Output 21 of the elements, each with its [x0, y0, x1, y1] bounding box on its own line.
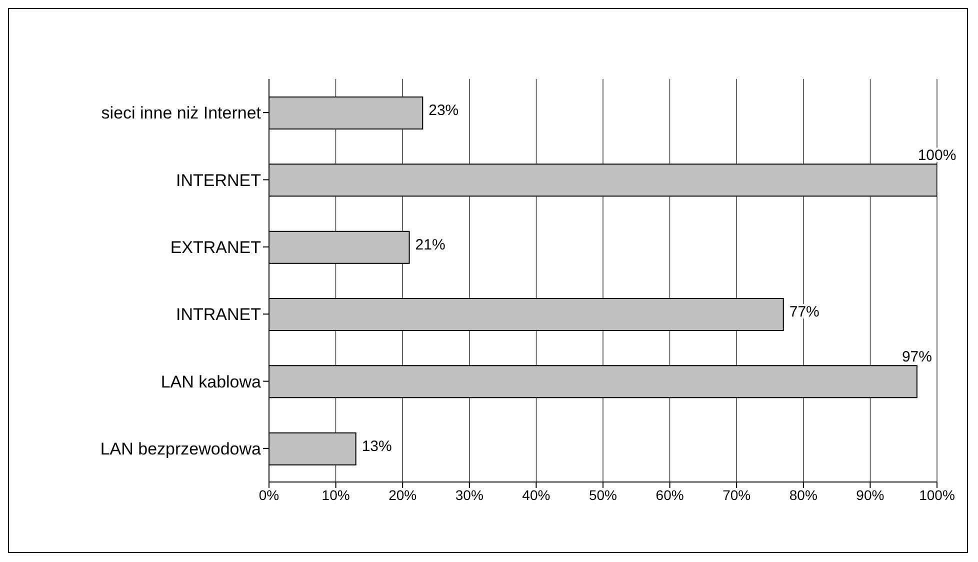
y-tick-label: LAN kablowa: [160, 372, 262, 392]
x-tick-label: 80%: [789, 486, 818, 503]
y-tick-label: INTERNET: [176, 170, 261, 190]
y-tick-label: LAN bezprzewodowa: [100, 439, 262, 458]
y-tick-label: EXTRANET: [170, 238, 261, 257]
x-tick-label: 0%: [258, 486, 280, 503]
data-label: 21%: [415, 236, 446, 254]
x-tick-label: 10%: [322, 486, 350, 503]
x-tick-label: 60%: [656, 486, 684, 503]
x-tick-label: 40%: [522, 486, 550, 503]
y-tick-label: INTRANET: [176, 305, 261, 324]
data-label: 23%: [428, 102, 459, 119]
x-tick-label: 90%: [856, 486, 884, 503]
data-label: 97%: [902, 348, 932, 366]
x-tick-label: 100%: [919, 486, 955, 503]
x-tick-label: 70%: [722, 486, 751, 503]
x-tick-label: 20%: [388, 486, 417, 503]
data-label: 13%: [362, 438, 392, 455]
x-tick-label: 30%: [455, 486, 484, 503]
y-tick-label: sieci inne niż Internet: [101, 104, 262, 123]
x-tick-label: 50%: [588, 486, 618, 503]
